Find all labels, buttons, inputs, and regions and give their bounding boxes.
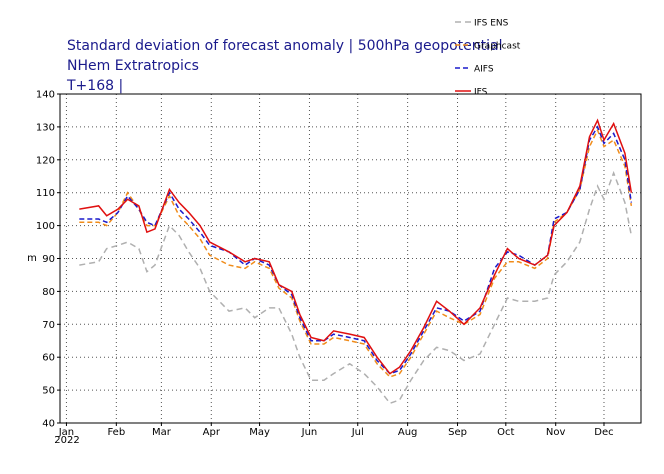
y-tick-label: 90 (42, 254, 55, 265)
y-tick-label: 140 (36, 90, 55, 101)
legend-label: AIFS (474, 65, 494, 75)
year-label: 2022 (54, 435, 79, 446)
chart-title: T+168 | (66, 78, 123, 94)
y-tick-label: 40 (42, 419, 55, 430)
legend-label: IFS ENS (474, 19, 509, 29)
y-tick-label: 120 (36, 155, 55, 166)
x-tick-label: Jul (351, 427, 364, 438)
x-tick-label: Apr (203, 427, 221, 438)
y-tick-label: 60 (42, 353, 55, 364)
y-tick-label: 110 (36, 188, 55, 199)
series-line (79, 170, 633, 405)
x-tick-label: Aug (398, 427, 418, 438)
chart-title: Standard deviation of forecast anomaly |… (67, 38, 502, 54)
x-tick-label: Jun (301, 427, 318, 438)
series-line (79, 118, 633, 375)
x-tick-label: May (249, 427, 270, 438)
x-tick-label: Nov (546, 427, 566, 438)
y-tick-label: 100 (36, 221, 55, 232)
legend-label: IFS (474, 88, 488, 98)
x-tick-label: Feb (107, 427, 125, 438)
x-tick-label: Dec (594, 427, 613, 438)
y-tick-label: 70 (42, 320, 55, 331)
y-tick-label: 80 (42, 287, 55, 298)
x-tick-label: Jan (58, 427, 74, 438)
x-tick-label: Oct (497, 427, 514, 438)
x-tick-label: Mar (152, 427, 172, 438)
series-line (79, 125, 633, 375)
chart-title: NHem Extratropics (67, 58, 199, 74)
series-line (79, 128, 633, 378)
plot-frame (59, 93, 642, 424)
y-tick-label: 50 (42, 386, 55, 397)
legend-label: Graphcast (474, 42, 521, 52)
y-axis-label: m (27, 253, 37, 264)
y-tick-label: 130 (36, 122, 55, 133)
x-tick-label: Sep (448, 427, 467, 438)
